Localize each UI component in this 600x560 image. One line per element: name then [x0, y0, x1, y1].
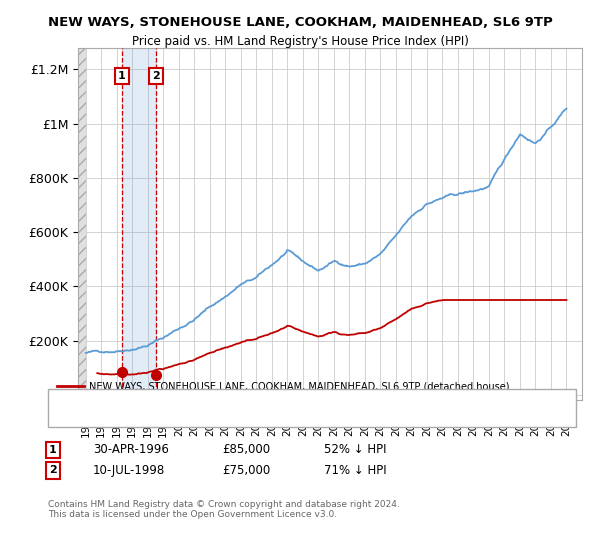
Bar: [78, 48, 86, 400]
Text: 71% ↓ HPI: 71% ↓ HPI: [324, 464, 386, 477]
Text: NEW WAYS, STONEHOUSE LANE, COOKHAM, MAIDENHEAD, SL6 9TP: NEW WAYS, STONEHOUSE LANE, COOKHAM, MAID…: [47, 16, 553, 29]
Text: 2: 2: [152, 71, 160, 81]
Text: 52% ↓ HPI: 52% ↓ HPI: [324, 443, 386, 456]
Text: HPI: Average price, detached house, Windsor and Maidenhead: HPI: Average price, detached house, Wind…: [89, 412, 394, 422]
Text: 10-JUL-1998: 10-JUL-1998: [93, 464, 165, 477]
Text: Price paid vs. HM Land Registry's House Price Index (HPI): Price paid vs. HM Land Registry's House …: [131, 35, 469, 48]
Text: 1: 1: [118, 71, 126, 81]
Text: 30-APR-1996: 30-APR-1996: [93, 443, 169, 456]
Text: £85,000: £85,000: [222, 443, 270, 456]
Text: £75,000: £75,000: [222, 464, 270, 477]
Text: NEW WAYS, STONEHOUSE LANE, COOKHAM, MAIDENHEAD, SL6 9TP (detached house): NEW WAYS, STONEHOUSE LANE, COOKHAM, MAID…: [89, 381, 509, 391]
Bar: [122, 48, 156, 400]
Text: 2: 2: [49, 465, 56, 475]
Text: 1: 1: [49, 445, 56, 455]
Text: Contains HM Land Registry data © Crown copyright and database right 2024.
This d: Contains HM Land Registry data © Crown c…: [48, 500, 400, 519]
